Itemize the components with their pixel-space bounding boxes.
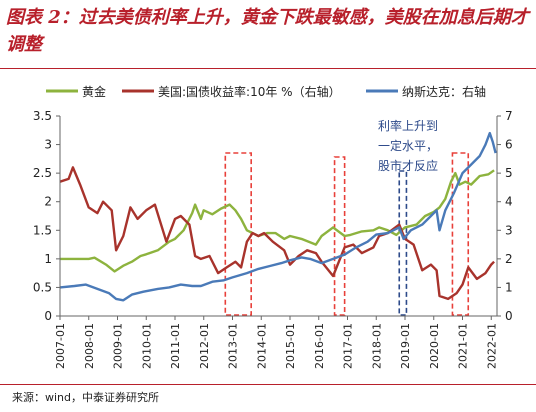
highlight-box: [398, 170, 408, 316]
x-tick-label: 2014-01: [255, 323, 268, 369]
x-tick-label: 2019-01: [399, 323, 412, 369]
series-line: [59, 131, 497, 302]
x-tick-label: 2007-01: [54, 323, 67, 369]
x-tick-label: 2010-01: [140, 323, 153, 369]
series-line: [60, 169, 495, 273]
x-tick-label: 2020-01: [428, 323, 441, 369]
x-tick-label: 2018-01: [370, 323, 383, 369]
series-lines: [59, 131, 497, 302]
y-left-tick-label: 1: [44, 252, 52, 266]
legend-label: 黄金: [82, 84, 106, 99]
annotation-line: 利率上升到: [378, 118, 438, 133]
y-left-tick-label: 2: [44, 195, 52, 209]
y-left-tick-label: 2.5: [33, 166, 52, 180]
y-right-tick-label: 4: [505, 195, 513, 209]
legend: 黄金 美国:国债收益率:10年 %（右轴） 纳斯达克：右轴: [46, 84, 486, 99]
x-tick-label: 2012-01: [198, 323, 211, 369]
x-tick-label: 2022-01: [485, 323, 498, 369]
y-left-tick-label: 0: [44, 309, 52, 323]
legend-label: 美国:国债收益率:10年 %（右轴）: [158, 84, 341, 99]
annotation-line: 一定水平，: [378, 138, 438, 153]
y-right-tick-label: 7: [505, 109, 513, 123]
x-tick-label: 2013-01: [227, 323, 240, 369]
x-tick-label: 2021-01: [457, 323, 470, 369]
x-tick-label: 2015-01: [284, 323, 297, 369]
axes: 0 0.5 1 1.5 2 2.5 3 3.5 0 1 2 3 4 5 6 7 2007-01 2008-01 20…: [33, 109, 513, 369]
y-right-tick-label: 0: [505, 309, 513, 323]
source-divider: [0, 384, 536, 385]
source-note: 来源：wind，中泰证券研究所: [12, 391, 160, 404]
series-line: [59, 166, 495, 301]
y-right-tick-label: 6: [505, 138, 513, 152]
figure-title: 图表 2：过去美债利率上升，黄金下跌最敏感，美股在加息后期才调整: [6, 7, 529, 55]
x-tick-label: 2009-01: [112, 323, 125, 369]
y-left-tick-label: 3: [44, 138, 52, 152]
x-tick-label: 2011-01: [169, 323, 182, 369]
legend-label: 纳斯达克：右轴: [402, 84, 486, 99]
highlight-box: [224, 152, 252, 316]
x-tick-label: 2016-01: [313, 323, 326, 369]
y-left-tick-label: 1.5: [33, 223, 52, 237]
y-right-tick-label: 3: [505, 223, 513, 237]
x-tick-label: 2017-01: [342, 323, 355, 369]
y-left-tick-label: 3.5: [33, 109, 52, 123]
y-right-tick-label: 2: [505, 252, 513, 266]
y-right-tick-label: 1: [505, 280, 513, 294]
y-right-tick-label: 5: [505, 166, 513, 180]
x-tick-label: 2008-01: [83, 323, 96, 369]
y-left-tick-label: 0.5: [33, 280, 52, 294]
highlight-box: [451, 152, 470, 316]
line-chart: 黄金 美国:国债收益率:10年 %（右轴） 纳斯达克：右轴 0 0.5 1 1.5 2 2.5…: [33, 84, 513, 369]
annotation-line: 股市才反应: [378, 158, 438, 173]
title-divider: [0, 68, 536, 69]
